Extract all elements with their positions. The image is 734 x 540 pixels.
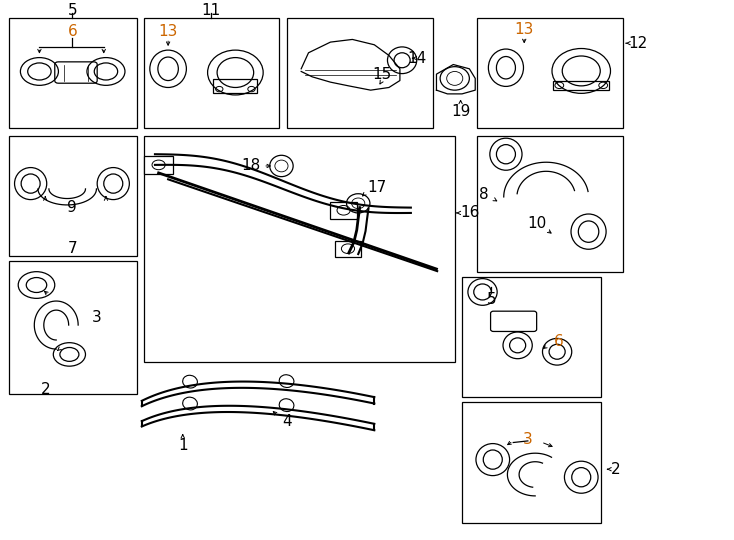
Text: 2: 2 xyxy=(611,462,620,477)
Text: 19: 19 xyxy=(451,104,470,119)
Text: 13: 13 xyxy=(515,22,534,37)
Bar xyxy=(144,18,279,127)
Bar xyxy=(462,402,601,523)
Text: 12: 12 xyxy=(629,36,648,51)
Text: 2: 2 xyxy=(40,382,50,396)
Text: 11: 11 xyxy=(202,3,221,18)
Text: 5: 5 xyxy=(68,3,77,18)
Text: 9: 9 xyxy=(68,200,77,215)
Bar xyxy=(476,136,623,272)
Text: 6: 6 xyxy=(68,24,77,39)
Text: 5: 5 xyxy=(487,292,496,307)
Bar xyxy=(335,241,361,256)
Bar xyxy=(144,136,455,362)
Bar xyxy=(9,18,137,127)
Bar xyxy=(462,277,601,397)
Text: 10: 10 xyxy=(528,216,547,231)
Text: 7: 7 xyxy=(68,241,77,256)
Bar xyxy=(9,136,137,255)
Bar xyxy=(286,18,433,127)
Text: 4: 4 xyxy=(282,414,291,429)
Bar xyxy=(144,156,173,174)
Text: 1: 1 xyxy=(178,438,188,453)
Bar xyxy=(9,261,137,394)
Text: 8: 8 xyxy=(479,187,489,202)
Text: 17: 17 xyxy=(367,180,386,195)
Text: 14: 14 xyxy=(407,51,426,66)
Text: 3: 3 xyxy=(523,433,533,447)
Text: 3: 3 xyxy=(92,309,101,325)
Bar xyxy=(476,18,623,127)
Text: 18: 18 xyxy=(241,158,261,173)
Bar xyxy=(330,202,357,219)
Text: 16: 16 xyxy=(461,205,480,220)
Text: 6: 6 xyxy=(553,334,564,349)
Text: 15: 15 xyxy=(372,66,391,82)
Text: 13: 13 xyxy=(159,24,178,39)
Bar xyxy=(214,79,258,93)
Bar xyxy=(553,80,609,90)
